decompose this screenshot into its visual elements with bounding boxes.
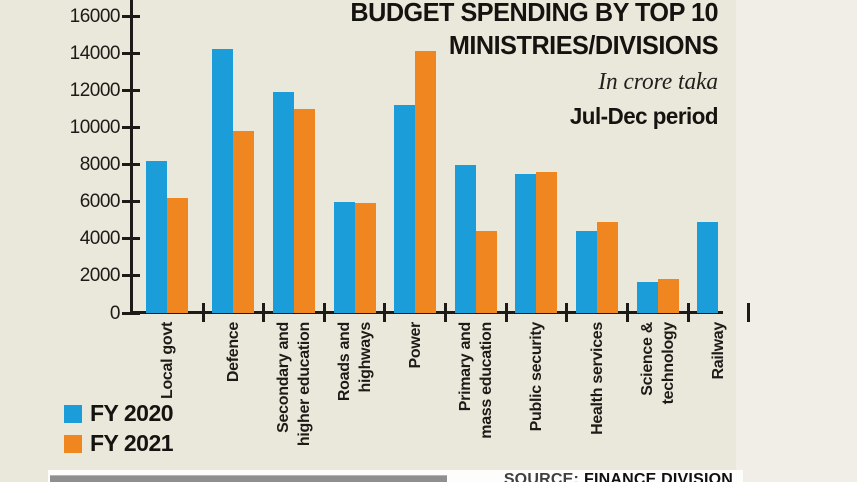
- x-tick-3: [322, 303, 326, 322]
- bar-fy-2021-health-services: [597, 222, 619, 313]
- legend-label-fy-2021: FY 2021: [90, 430, 174, 456]
- chart-title-line1: BUDGET SPENDING BY TOP 10: [350, 0, 718, 27]
- bar-fy-2020-railway: [697, 222, 719, 313]
- source-value: FINANCE DIVISION: [584, 471, 733, 482]
- bar-fy-2021-public-security: [536, 171, 558, 313]
- category-label-secondary-and-higher-education: Secondary and higher education: [273, 322, 315, 474]
- y-tick-label-2000: 2000: [79, 265, 121, 287]
- bar-fy-2021-primary-and-mass-education: [475, 231, 497, 313]
- progress-bar[interactable]: [50, 475, 447, 482]
- bar-fy-2020-health-services: [576, 231, 598, 313]
- bar-fy-2020-power: [394, 105, 416, 313]
- y-tick-label-8000: 8000: [79, 154, 121, 175]
- category-label-text: Science & technology: [638, 322, 677, 405]
- legend-label-fy-2020: FY 2020: [90, 400, 174, 426]
- bar-fy-2020-public-security: [515, 173, 537, 313]
- category-label-public-security: Public security: [526, 322, 547, 474]
- source-label: SOURCE:: [503, 471, 579, 482]
- category-label-roads-and-highways: Roads and highways: [334, 322, 376, 474]
- bar-fy-2021-local-govt: [167, 197, 188, 313]
- x-tick-9: [686, 303, 690, 322]
- bar-fy-2021-secondary-and-higher-education: [293, 108, 315, 313]
- category-label-health-services: Health services: [587, 322, 608, 474]
- x-tick-4: [383, 303, 387, 322]
- chart-title-line2: MINISTRIES/DIVISIONS: [448, 30, 719, 60]
- bar-fy-2020-secondary-and-higher-education: [272, 92, 294, 313]
- y-tick-8000: [122, 163, 140, 166]
- category-label-science-technology: Science & technology: [637, 322, 679, 474]
- bar-fy-2020-defence: [212, 49, 234, 313]
- category-label-text: Secondary and higher education: [274, 322, 313, 447]
- category-label-power: Power: [405, 322, 426, 474]
- bar-fy-2020-local-govt: [146, 160, 167, 313]
- y-tick-0: [122, 311, 140, 315]
- x-tick-8: [625, 303, 629, 322]
- y-tick-label-12000: 12000: [69, 79, 121, 101]
- bar-fy-2020-primary-and-mass-education: [454, 164, 476, 313]
- chart-period: Jul-Dec period: [569, 103, 719, 129]
- y-axis: [130, 0, 133, 314]
- y-tick-label-0: 0: [109, 302, 121, 324]
- bar-fy-2021-roads-and-highways: [354, 203, 376, 313]
- y-tick-label-4000: 4000: [79, 228, 121, 250]
- bar-fy-2021-science-technology: [657, 278, 679, 313]
- x-tick-6: [504, 303, 508, 322]
- category-label-railway: Railway: [708, 322, 729, 474]
- chart-subtitle: In crore taka: [598, 69, 718, 95]
- y-tick-label-16000: 16000: [69, 5, 121, 27]
- y-tick-6000: [122, 200, 140, 204]
- legend-item-fy-2020: FY 2020: [64, 400, 174, 426]
- y-tick-label-10000: 10000: [69, 116, 121, 138]
- category-label-text: Defence: [224, 322, 242, 383]
- y-tick-4000: [122, 237, 140, 241]
- y-tick-label-6000: 6000: [79, 191, 121, 213]
- bar-fy-2020-science-technology: [636, 282, 658, 313]
- legend: FY 2020 FY 2021: [64, 400, 174, 464]
- y-tick-10000: [122, 125, 140, 129]
- category-label-text: Primary and mass education: [456, 322, 495, 439]
- y-tick-16000: [122, 14, 140, 18]
- category-label-primary-and-mass-education: Primary and mass education: [455, 322, 497, 474]
- category-label-text: Health services: [588, 322, 606, 435]
- y-tick-14000: [122, 51, 140, 55]
- x-tick-5: [444, 303, 447, 322]
- bottom-strip: SOURCE: FINANCE DIVISION: [48, 470, 743, 482]
- bar-fy-2021-defence: [233, 131, 255, 313]
- legend-item-fy-2021: FY 2021: [64, 430, 174, 456]
- category-label-text: Railway: [709, 322, 727, 380]
- x-tick-7: [565, 303, 569, 322]
- background-right-margin: [736, 0, 857, 482]
- category-label-text: Public security: [527, 322, 545, 432]
- y-tick-2000: [122, 274, 140, 278]
- chart-title-block: BUDGET SPENDING BY TOP 10 MINISTRIES/DIV…: [350, 0, 718, 130]
- y-tick-12000: [122, 88, 140, 92]
- source-line: SOURCE: FINANCE DIVISION: [504, 471, 733, 482]
- category-label-text: Power: [406, 322, 424, 369]
- bar-fy-2021-power: [415, 51, 437, 313]
- bar-fy-2020-roads-and-highways: [333, 201, 355, 313]
- legend-swatch-fy-2020: [64, 404, 82, 423]
- x-tick-2: [262, 303, 266, 322]
- category-label-text: Roads and highways: [335, 322, 374, 402]
- category-label-defence: Defence: [223, 322, 244, 474]
- legend-swatch-fy-2021: [64, 434, 82, 453]
- x-tick-10: [747, 303, 751, 322]
- x-tick-1: [201, 303, 205, 322]
- y-tick-label-14000: 14000: [69, 42, 121, 64]
